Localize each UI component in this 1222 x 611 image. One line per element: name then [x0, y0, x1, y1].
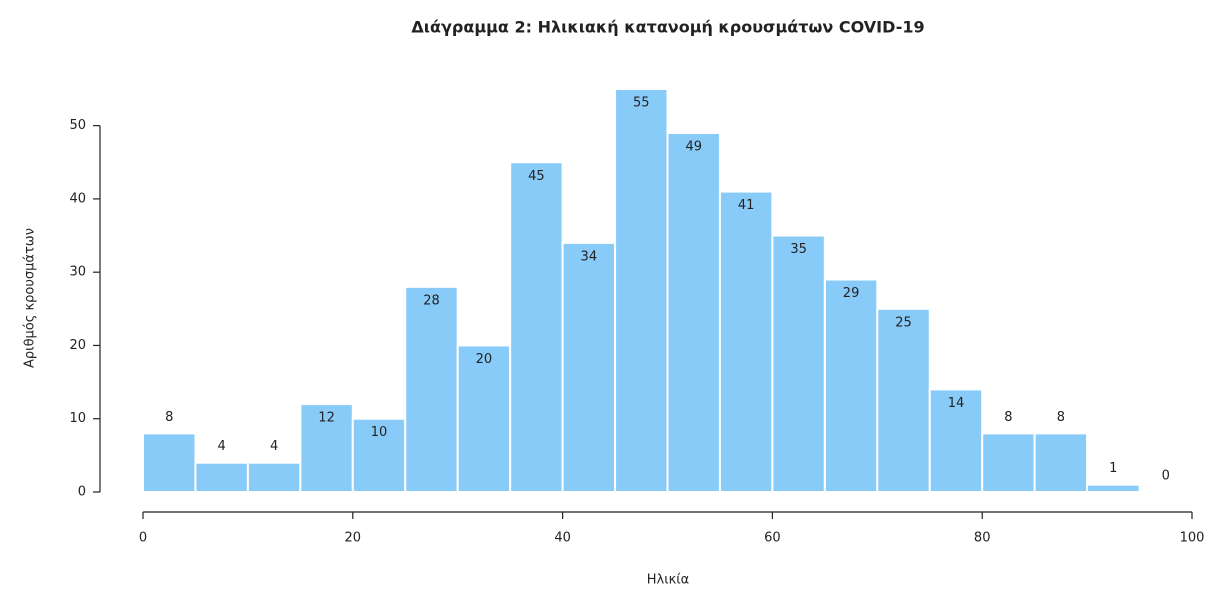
x-tick-label: 0 [139, 531, 147, 546]
data-label: 4 [270, 439, 278, 454]
y-tick-label: 20 [69, 338, 86, 353]
bar [718, 190, 774, 493]
data-label: 1 [1109, 461, 1117, 476]
data-label: 8 [1004, 410, 1012, 425]
bar [823, 278, 879, 493]
data-label: 20 [476, 352, 493, 367]
data-label: 55 [633, 96, 650, 111]
data-label: 4 [218, 439, 226, 454]
x-tick-label: 100 [1180, 531, 1205, 546]
bar [194, 461, 249, 494]
y-axis-title: Αριθμός κρουσμάτων [23, 228, 38, 368]
y-tick-label: 30 [69, 265, 86, 280]
data-label: 35 [790, 242, 807, 257]
bar [246, 461, 302, 494]
y-tick-label: 10 [69, 411, 86, 426]
x-tick-label: 20 [345, 531, 362, 546]
data-label: 10 [371, 425, 388, 440]
bar [981, 432, 1036, 493]
data-label: 45 [528, 169, 545, 184]
bar [1033, 432, 1089, 493]
bar [771, 234, 826, 494]
x-tick-label: 80 [974, 531, 991, 546]
data-label: 49 [685, 139, 702, 154]
chart-title: Διάγραμμα 2: Ηλικιακή κατανομή κρουσμάτω… [411, 18, 924, 37]
data-label: 25 [895, 315, 912, 330]
y-tick-label: 50 [69, 118, 86, 133]
bar [1086, 483, 1141, 494]
data-label: 14 [948, 396, 965, 411]
bar [561, 241, 617, 493]
x-tick-label: 60 [764, 531, 781, 546]
data-label: 29 [843, 286, 860, 301]
bar [614, 88, 669, 493]
bar [509, 161, 564, 493]
x-axis-title: Ηλικία [647, 573, 690, 588]
bar [666, 131, 721, 494]
bar [876, 307, 931, 493]
y-tick-label: 0 [78, 485, 86, 500]
data-label: 41 [738, 198, 755, 213]
data-label: 12 [318, 411, 335, 426]
data-label: 8 [1057, 410, 1065, 425]
bar [456, 344, 512, 494]
bar [404, 285, 459, 493]
x-tick-label: 40 [554, 531, 571, 546]
y-tick-label: 40 [69, 191, 86, 206]
data-label: 8 [165, 410, 173, 425]
bar [142, 432, 197, 493]
data-label: 34 [581, 249, 598, 264]
data-label: 28 [423, 293, 440, 308]
data-label: 0 [1162, 469, 1170, 484]
